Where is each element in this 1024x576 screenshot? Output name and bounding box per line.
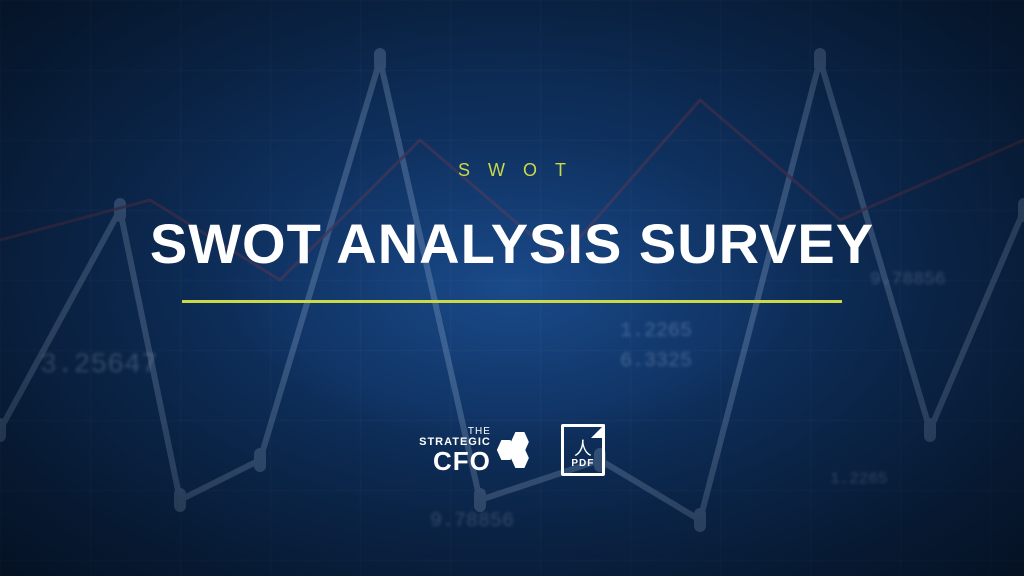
cfo-logo-text: THE STRATEGIC CFO bbox=[419, 427, 491, 474]
pdf-icon: 人 PDF bbox=[561, 424, 605, 476]
pdf-label: PDF bbox=[571, 458, 594, 469]
hexagon-icon bbox=[497, 432, 537, 468]
main-title: SWOT ANALYSIS SURVEY bbox=[150, 211, 874, 276]
cfo-logo-line1: THE bbox=[468, 427, 491, 437]
eyebrow-text: SWOT bbox=[440, 160, 584, 181]
pdf-glyph: 人 bbox=[574, 440, 592, 458]
slide: 3.256471.22656.33259.788569.788561.2265 … bbox=[0, 0, 1024, 576]
content-block: SWOT SWOT ANALYSIS SURVEY bbox=[0, 160, 1024, 303]
underline-rule bbox=[182, 300, 842, 303]
cfo-logo-line3: CFO bbox=[433, 448, 491, 474]
strategic-cfo-logo: THE STRATEGIC CFO bbox=[419, 427, 537, 474]
logo-row: THE STRATEGIC CFO 人 PDF bbox=[0, 424, 1024, 476]
